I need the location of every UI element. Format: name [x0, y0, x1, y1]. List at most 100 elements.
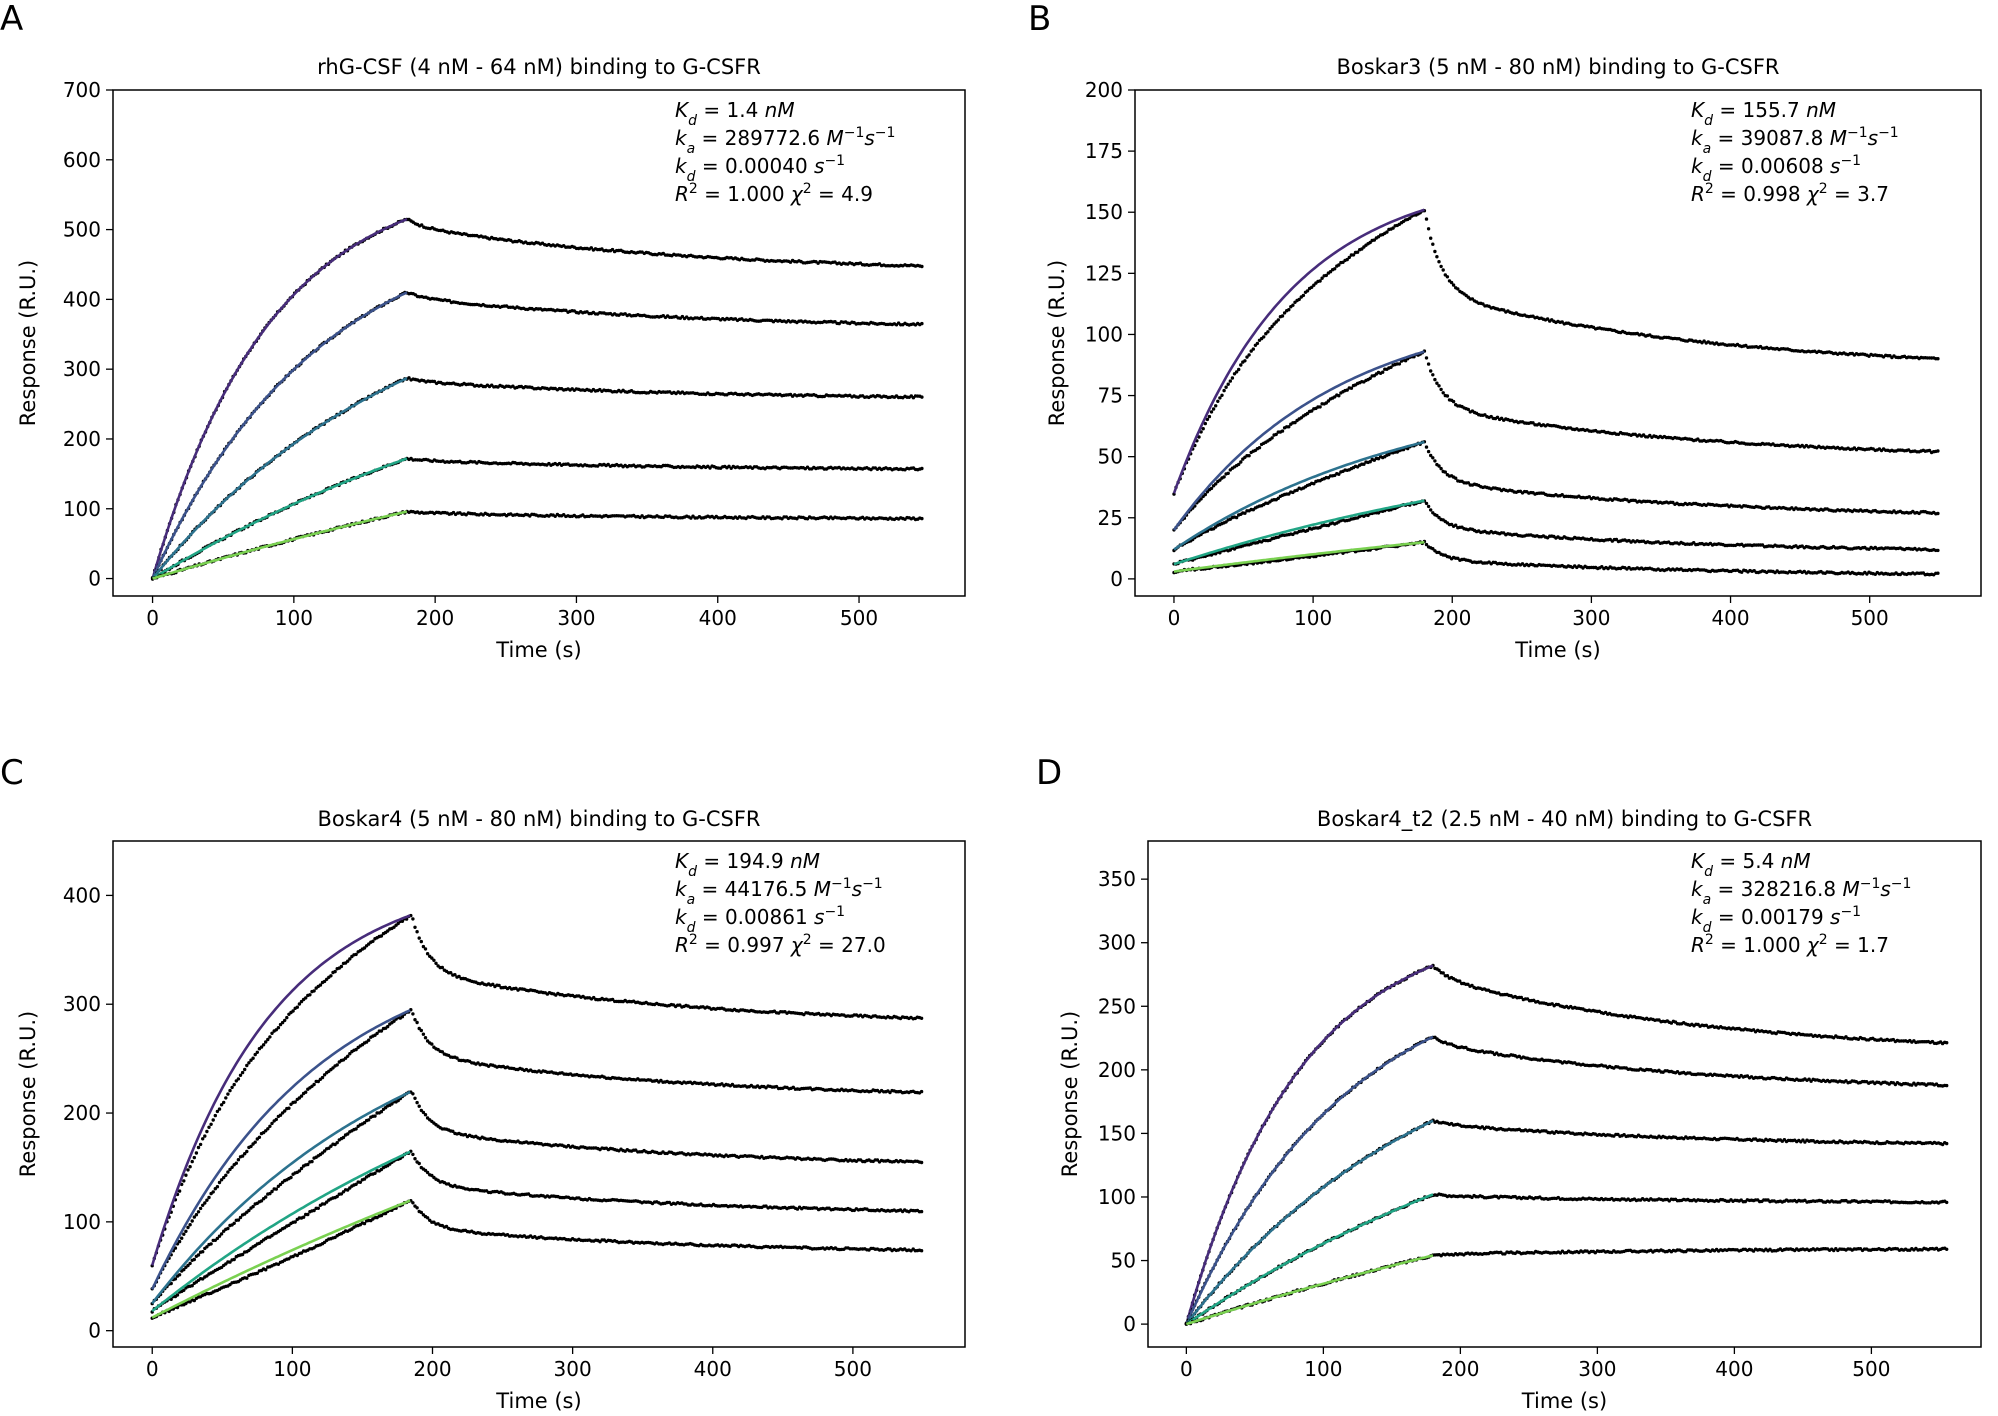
annotation-text: a [1703, 892, 1712, 908]
data-points [150, 290, 924, 580]
fit-line [151, 1150, 411, 1313]
x-axis-label: Time (s) [495, 638, 581, 662]
panel-c: C Boskar4 (5 nM - 80 nM) binding to G-CSF… [0, 753, 966, 1413]
fit-line [1185, 1193, 1434, 1326]
fit-line [151, 1009, 411, 1290]
series-32-nM [150, 290, 924, 580]
annotation-text: k [1691, 126, 1704, 150]
y-tick-label: 50 [1111, 1249, 1136, 1273]
annotation-text: = 0.00040 [695, 154, 814, 178]
annotation-text: K [675, 98, 690, 122]
panel-letter: C [0, 753, 24, 793]
annotation-line: ka = 328216.8 M−1s−1 [1691, 876, 1911, 908]
annotation-text: a [1703, 141, 1712, 157]
annotation-text: k [1691, 905, 1704, 929]
annotation-text: χ [790, 933, 804, 957]
x-tick-label: 200 [416, 606, 454, 630]
x-tick-label: 300 [1578, 1357, 1616, 1381]
annotation-text: −1 [831, 876, 852, 892]
fit-line [1173, 499, 1425, 566]
series-10-nM [150, 1149, 924, 1314]
data-points [1172, 349, 1940, 532]
annotation-text: = 0.997 [698, 933, 791, 957]
annotation-line: Kd = 194.9 nM [675, 849, 820, 880]
fit-line [1172, 350, 1425, 531]
data-points [1184, 1246, 1949, 1326]
annotation-text: −1 [824, 153, 845, 169]
annotation-text: = 1.7 [1828, 933, 1889, 957]
annotation-text: K [1691, 849, 1706, 873]
x-tick-label: 400 [694, 1357, 732, 1381]
annotation-text: −1 [1860, 876, 1881, 892]
panel-letter: D [1036, 753, 1062, 793]
x-tick-label: 100 [275, 606, 313, 630]
series-5-nM [1172, 539, 1940, 577]
annotation-text: = 39087.8 [1711, 126, 1830, 150]
annotation-line: ka = 289772.6 M−1s−1 [675, 125, 895, 157]
annotation-text: = 1.4 [697, 98, 765, 122]
fit-line [1185, 1254, 1434, 1326]
annotation-text: −1 [875, 125, 896, 141]
y-tick-label: 200 [1098, 1058, 1136, 1082]
data-points [150, 1149, 924, 1314]
annotation-text: −1 [844, 125, 865, 141]
annotation-text: χ [1806, 182, 1820, 206]
y-tick-label: 100 [1098, 1185, 1136, 1209]
annotation-text: d [688, 864, 697, 880]
x-tick-label: 300 [554, 1357, 592, 1381]
plot-frame [1134, 89, 1982, 597]
series-10-nM [1184, 1118, 1949, 1326]
annotation-text: = 1.000 [698, 182, 791, 206]
y-tick-label: 50 [1098, 445, 1123, 469]
y-tick-label: 0 [1110, 567, 1123, 591]
annotation-text: s [1830, 154, 1840, 178]
annotation-line: R2 = 1.000 χ2 = 1.7 [1691, 932, 1889, 957]
panel-b: B Boskar3 (5 nM - 80 nM) binding to G-CSF… [1028, 0, 1982, 662]
y-tick-label: 400 [63, 287, 101, 311]
data-points [150, 217, 924, 580]
annotation-text: 2 [1705, 932, 1714, 948]
x-tick-label: 100 [1294, 606, 1332, 630]
y-tick-label: 150 [1085, 200, 1123, 224]
annotation-text: nM [1806, 98, 1836, 122]
annotation-text: = 0.00861 [695, 905, 814, 929]
annotation-line: R2 = 1.000 χ2 = 4.9 [675, 181, 873, 206]
series-20-nM [1184, 1035, 1949, 1325]
y-tick-label: 175 [1085, 139, 1123, 163]
x-tick-label: 400 [1715, 1357, 1753, 1381]
y-tick-label: 75 [1098, 384, 1123, 408]
annotation-text: 2 [689, 932, 698, 948]
y-tick-label: 100 [1085, 322, 1123, 346]
annotation-text: nM [765, 98, 795, 122]
fit-line [151, 217, 408, 579]
annotation-text: 2 [1819, 181, 1828, 197]
y-axis-label: Response (R.U.) [16, 1011, 40, 1177]
series-64-nM [150, 217, 924, 580]
annotation-text: K [1691, 98, 1706, 122]
annotation-text: d [1703, 920, 1712, 936]
annotation-text: R [1691, 933, 1705, 957]
annotation-line: ka = 39087.8 M−1s−1 [1691, 125, 1899, 157]
annotation-line: Kd = 5.4 nM [1691, 849, 1811, 880]
plot-frame [1147, 840, 1982, 1348]
annotation-text: k [675, 154, 688, 178]
plot-frame [112, 840, 966, 1348]
y-tick-label: 0 [1123, 1312, 1136, 1336]
y-tick-label: 400 [63, 883, 101, 907]
y-tick-label: 600 [63, 148, 101, 172]
data-points [150, 1199, 924, 1320]
panel-letter: B [1028, 0, 1051, 39]
y-tick-label: 300 [63, 357, 101, 381]
series-2.5-nM [1184, 1246, 1949, 1326]
annotation-text: s [814, 154, 824, 178]
y-tick-label: 250 [1098, 994, 1136, 1018]
annotation-text: 2 [689, 181, 698, 197]
y-tick-label: 25 [1098, 506, 1123, 530]
chart-title: rhG-CSF (4 nM - 64 nM) binding to G-CSFR [317, 55, 761, 79]
x-tick-label: 0 [146, 606, 159, 630]
data-points [1172, 440, 1940, 553]
